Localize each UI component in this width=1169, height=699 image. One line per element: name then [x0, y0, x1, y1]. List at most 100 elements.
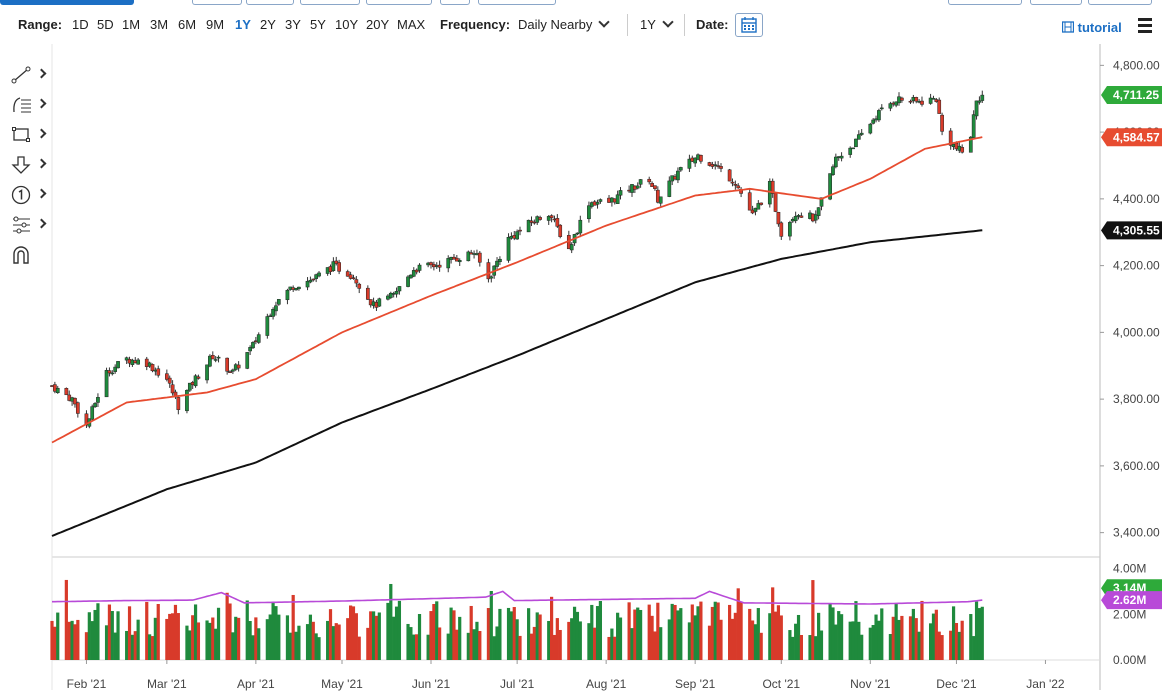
- period-select[interactable]: 1Y: [640, 16, 674, 32]
- ma200-badge: 4,305.55: [1101, 221, 1162, 240]
- hamburger-menu-icon[interactable]: [1138, 18, 1152, 36]
- candle-body: [331, 261, 336, 271]
- candle-body: [974, 100, 979, 117]
- marker-tool[interactable]: [10, 182, 50, 212]
- volume-bar: [116, 611, 120, 660]
- price-tick-label: 3,600.00: [1113, 459, 1160, 473]
- range-1m[interactable]: 1M: [122, 17, 141, 32]
- volume-bar: [710, 606, 714, 660]
- volume-bar: [76, 619, 80, 660]
- volume-bar: [616, 612, 620, 660]
- time-tick-label: Jan '22: [1026, 677, 1065, 691]
- volume-bar: [429, 611, 433, 660]
- volume-bar: [937, 631, 941, 660]
- volume-bar: [894, 603, 898, 660]
- indicator-tool[interactable]: [10, 212, 50, 242]
- volume-bar: [127, 606, 132, 660]
- volume-bar: [93, 609, 97, 660]
- volume-bar: [415, 634, 419, 660]
- volume-bar: [133, 631, 137, 660]
- volume-bar: [486, 608, 491, 660]
- calendar-button[interactable]: [735, 13, 763, 37]
- top-tab[interactable]: [246, 0, 294, 5]
- candle-body: [90, 406, 95, 420]
- range-20y[interactable]: 20Y: [366, 17, 390, 32]
- price-tick-label: 3,800.00: [1113, 392, 1160, 406]
- price-chart[interactable]: 4,800.004,600.004,400.004,200.004,000.00…: [0, 44, 1169, 699]
- arrow-tool[interactable]: [10, 152, 50, 182]
- volume-bar: [819, 630, 824, 660]
- candle-body: [558, 224, 563, 237]
- candle-body: [365, 287, 370, 300]
- volume-bar: [779, 615, 783, 660]
- candle-body: [294, 288, 298, 291]
- range-10y[interactable]: 10Y: [335, 17, 359, 32]
- candle-body: [394, 291, 399, 295]
- range-max[interactable]: MAX: [397, 17, 426, 32]
- volume-bar: [211, 617, 215, 660]
- candle-body: [271, 308, 275, 317]
- volume-bar: [136, 619, 140, 660]
- top-tab[interactable]: [300, 0, 360, 5]
- range-3y[interactable]: 3Y: [285, 17, 301, 32]
- range-5y[interactable]: 5Y: [310, 17, 326, 32]
- candle-body: [699, 154, 703, 162]
- ma50-badge: 4,584.57: [1101, 128, 1162, 147]
- volume-bar: [748, 608, 752, 660]
- volume-bar: [693, 615, 697, 660]
- volume-bar: [814, 636, 818, 660]
- rectangle-tool[interactable]: [10, 122, 50, 152]
- trendline-tool[interactable]: [10, 62, 50, 92]
- candle-body: [578, 219, 583, 234]
- volume-bar: [567, 621, 571, 660]
- volume-bar: [920, 600, 924, 660]
- magnet-tool[interactable]: [10, 242, 50, 272]
- candle-body: [377, 298, 382, 307]
- volume-bar: [191, 615, 195, 660]
- candle-body: [185, 389, 189, 412]
- range-3m[interactable]: 3M: [150, 17, 169, 32]
- volume-bar: [188, 630, 192, 660]
- volume-bar: [630, 628, 634, 660]
- top-tab[interactable]: [366, 0, 432, 5]
- candle-body: [888, 103, 893, 109]
- volume-bar: [532, 626, 536, 660]
- top-tab[interactable]: [948, 0, 1022, 5]
- range-1y[interactable]: 1Y: [235, 17, 251, 32]
- top-tab[interactable]: [1030, 0, 1082, 5]
- range-1d[interactable]: 1D: [72, 17, 89, 32]
- top-tab[interactable]: [1088, 0, 1152, 5]
- candle-body: [164, 373, 169, 380]
- volume-bar: [50, 620, 54, 660]
- tutorial-link[interactable]: tutorial: [1061, 20, 1122, 35]
- candle-body: [678, 167, 683, 171]
- top-tab[interactable]: [192, 0, 242, 5]
- candle-body: [538, 217, 542, 220]
- range-6m[interactable]: 6M: [178, 17, 197, 32]
- volume-bar: [957, 631, 961, 660]
- frequency-select[interactable]: Daily Nearby: [518, 16, 611, 32]
- top-tab[interactable]: [440, 0, 470, 5]
- candle-body: [526, 219, 531, 233]
- candle-body: [655, 189, 660, 203]
- volume-bar: [555, 618, 559, 660]
- candle-body: [274, 305, 278, 312]
- candle-body: [515, 231, 519, 240]
- indicator-settings-icon: [13, 216, 30, 234]
- volume-bars: [50, 579, 984, 660]
- candle-body: [788, 222, 792, 237]
- top-tab-active[interactable]: [0, 0, 134, 5]
- fibonacci-tool[interactable]: [10, 92, 50, 122]
- volume-bar: [796, 614, 801, 660]
- range-5d[interactable]: 5D: [97, 17, 114, 32]
- candle-body: [747, 192, 752, 211]
- top-tab[interactable]: [478, 0, 556, 5]
- candle-body: [960, 147, 965, 153]
- volume-bar: [951, 606, 956, 660]
- volume-bar: [857, 621, 861, 660]
- candle-body: [877, 110, 881, 121]
- candle-body: [251, 342, 255, 349]
- range-2y[interactable]: 2Y: [260, 17, 276, 32]
- candle-body: [506, 237, 511, 261]
- range-9m[interactable]: 9M: [206, 17, 225, 32]
